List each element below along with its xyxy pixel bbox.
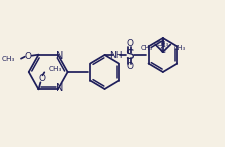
Text: CH₃: CH₃ [48,66,62,72]
Text: N: N [56,83,63,93]
Text: S: S [125,48,134,62]
Text: O: O [39,74,46,83]
Text: CH₃: CH₃ [173,45,185,51]
Text: O: O [126,39,133,48]
Text: CH₃: CH₃ [2,56,15,62]
Text: C: C [160,46,166,55]
Text: O: O [126,62,133,71]
Text: N: N [56,51,63,61]
Text: O: O [24,52,31,61]
Text: CH₃: CH₃ [157,41,169,47]
Text: NH: NH [109,51,123,60]
Text: CH₃: CH₃ [140,45,152,51]
